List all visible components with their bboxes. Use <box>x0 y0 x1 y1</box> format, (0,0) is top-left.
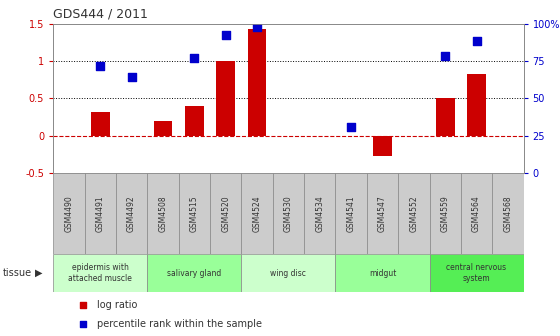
Bar <box>304 173 335 254</box>
Point <box>96 64 105 69</box>
Point <box>472 38 481 43</box>
Bar <box>147 173 179 254</box>
Text: tissue: tissue <box>3 268 32 278</box>
Text: percentile rank within the sample: percentile rank within the sample <box>97 319 262 329</box>
Text: GSM4491: GSM4491 <box>96 195 105 232</box>
Bar <box>461 173 492 254</box>
Bar <box>216 61 235 136</box>
Point <box>466 200 475 206</box>
Text: central nervous
system: central nervous system <box>446 263 507 283</box>
Bar <box>273 173 304 254</box>
Text: GSM4492: GSM4492 <box>127 195 136 232</box>
Text: salivary gland: salivary gland <box>167 268 221 278</box>
Text: GSM4490: GSM4490 <box>64 195 73 232</box>
Text: GSM4534: GSM4534 <box>315 195 324 232</box>
Bar <box>436 98 455 136</box>
Point <box>127 75 136 80</box>
Point <box>441 54 450 59</box>
Text: ▶: ▶ <box>35 268 42 278</box>
Text: log ratio: log ratio <box>97 300 138 309</box>
Text: GSM4541: GSM4541 <box>347 195 356 232</box>
Text: GSM4552: GSM4552 <box>409 195 418 232</box>
Bar <box>53 254 147 292</box>
Bar <box>398 173 430 254</box>
Bar <box>241 254 335 292</box>
Bar <box>116 173 147 254</box>
Text: GSM4524: GSM4524 <box>253 195 262 232</box>
Point <box>221 32 230 37</box>
Text: epidermis with
attached muscle: epidermis with attached muscle <box>68 263 132 283</box>
Bar <box>85 173 116 254</box>
Bar <box>335 173 367 254</box>
Text: midgut: midgut <box>369 268 396 278</box>
Text: GSM4568: GSM4568 <box>503 195 512 232</box>
Bar <box>367 173 398 254</box>
Bar <box>53 173 85 254</box>
Bar <box>467 74 486 136</box>
Point <box>466 26 475 31</box>
Text: GSM4559: GSM4559 <box>441 195 450 232</box>
Point <box>347 124 356 129</box>
Text: wing disc: wing disc <box>270 268 306 278</box>
Text: GDS444 / 2011: GDS444 / 2011 <box>53 8 148 21</box>
Bar <box>91 112 110 136</box>
Text: GSM4508: GSM4508 <box>158 195 167 232</box>
Point <box>190 55 199 60</box>
Bar <box>430 173 461 254</box>
Bar <box>153 121 172 136</box>
Bar <box>335 254 430 292</box>
Text: GSM4520: GSM4520 <box>221 195 230 232</box>
Text: GSM4515: GSM4515 <box>190 195 199 232</box>
Bar <box>430 254 524 292</box>
Bar <box>492 173 524 254</box>
Text: GSM4564: GSM4564 <box>472 195 481 232</box>
Text: GSM4530: GSM4530 <box>284 195 293 232</box>
Point <box>253 24 262 29</box>
Bar <box>185 106 204 136</box>
Text: GSM4547: GSM4547 <box>378 195 387 232</box>
Bar <box>210 173 241 254</box>
Bar <box>241 173 273 254</box>
Bar <box>248 29 267 136</box>
Bar <box>373 136 392 156</box>
Bar <box>147 254 241 292</box>
Bar <box>179 173 210 254</box>
